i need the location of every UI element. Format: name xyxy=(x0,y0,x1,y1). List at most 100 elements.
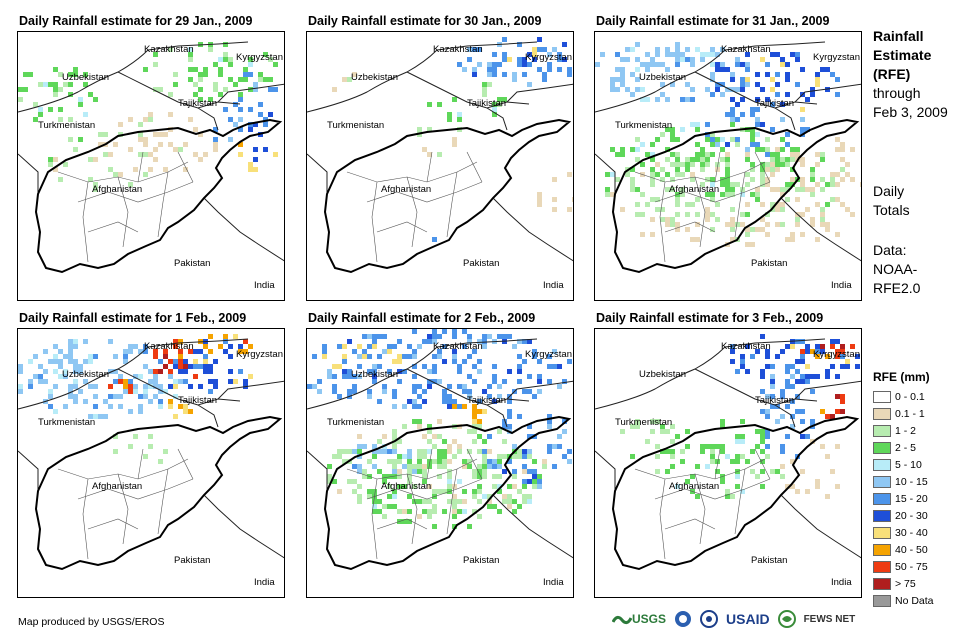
rainfall-cell xyxy=(377,439,382,444)
rainfall-cell xyxy=(815,202,820,207)
rainfall-cell xyxy=(740,364,745,369)
rainfall-cell xyxy=(820,67,825,72)
rainfall-cell xyxy=(352,389,357,394)
rainfall-cell xyxy=(422,509,427,514)
rainfall-cell xyxy=(705,152,710,157)
rainfall-cell xyxy=(407,494,412,499)
province-boundary xyxy=(426,151,433,183)
rainfall-cell xyxy=(755,192,760,197)
rainfall-cell xyxy=(780,162,785,167)
legend-label: 5 - 10 xyxy=(895,458,922,471)
rainfall-cell xyxy=(447,384,452,389)
rainfall-cell xyxy=(502,52,507,57)
rainfall-cell xyxy=(372,369,377,374)
rainfall-cell xyxy=(715,162,720,167)
rainfall-cell xyxy=(845,172,850,177)
rainfall-cell xyxy=(547,449,552,454)
rainfall-cell xyxy=(158,389,163,394)
rainfall-cell xyxy=(725,87,730,92)
rainfall-cell xyxy=(630,147,635,152)
province-boundary xyxy=(446,468,458,535)
rainfall-cell xyxy=(710,444,715,449)
rainfall-cell xyxy=(432,524,437,529)
rainfall-cell xyxy=(655,197,660,202)
rainfall-cell xyxy=(208,389,213,394)
rainfall-cell xyxy=(680,449,685,454)
rainfall-cell xyxy=(745,369,750,374)
rainfall-cell xyxy=(567,459,572,464)
rainfall-cell xyxy=(123,354,128,359)
rainfall-cell xyxy=(830,172,835,177)
rainfall-cell xyxy=(760,334,765,339)
rainfall-cell xyxy=(507,499,512,504)
rainfall-cell xyxy=(193,82,198,87)
legend-title: RFE (mm) xyxy=(873,370,930,384)
rainfall-cell xyxy=(397,359,402,364)
rainfall-cell xyxy=(377,364,382,369)
rainfall-cell xyxy=(392,389,397,394)
rainfall-cell xyxy=(482,464,487,469)
rainfall-cell xyxy=(238,92,243,97)
rainfall-cell xyxy=(685,429,690,434)
country-border xyxy=(307,153,328,194)
rainfall-cell xyxy=(820,444,825,449)
rainfall-cell xyxy=(477,369,482,374)
rainfall-cell xyxy=(735,57,740,62)
rainfall-cell xyxy=(820,344,825,349)
rainfall-cell xyxy=(178,369,183,374)
rainfall-cell xyxy=(700,57,705,62)
rainfall-cell xyxy=(720,419,725,424)
rainfall-cell xyxy=(143,172,148,177)
rainfall-cell xyxy=(322,354,327,359)
rainfall-cell xyxy=(765,72,770,77)
rainfall-cell xyxy=(28,379,33,384)
province-boundary xyxy=(117,473,129,545)
rainfall-cell xyxy=(835,394,840,399)
rainfall-cell xyxy=(307,384,312,389)
rainfall-cell xyxy=(472,419,477,424)
rainfall-cell xyxy=(695,212,700,217)
rainfall-cell xyxy=(128,182,133,187)
rainfall-cell xyxy=(760,429,765,434)
rainfall-cell xyxy=(412,384,417,389)
rainfall-cell xyxy=(88,92,93,97)
rainfall-cell xyxy=(655,419,660,424)
country-border xyxy=(794,380,861,400)
rainfall-cell xyxy=(735,62,740,67)
rainfall-cell xyxy=(143,364,148,369)
rainfall-cell xyxy=(552,364,557,369)
rainfall-cell xyxy=(178,359,183,364)
rainfall-cell xyxy=(675,484,680,489)
rainfall-cell xyxy=(113,434,118,439)
province-boundary xyxy=(654,478,771,500)
rainfall-cell xyxy=(327,464,332,469)
rainfall-cell xyxy=(487,459,492,464)
rainfall-cell xyxy=(497,509,502,514)
rainfall-cell xyxy=(208,97,213,102)
rainfall-cell xyxy=(562,57,567,62)
rainfall-cell xyxy=(522,464,527,469)
rainfall-cell xyxy=(208,47,213,52)
rainfall-cell xyxy=(517,42,522,47)
rainfall-cell xyxy=(532,484,537,489)
rainfall-cell xyxy=(685,227,690,232)
rainfall-cell xyxy=(522,389,527,394)
rainfall-cell xyxy=(477,409,482,414)
rainfall-cell xyxy=(502,37,507,42)
place-label-afghanistan: Afghanistan xyxy=(92,184,143,195)
rainfall-cell xyxy=(332,454,337,459)
province-boundary xyxy=(117,176,129,248)
country-border xyxy=(595,153,616,194)
rainfall-cell xyxy=(223,52,228,57)
rainfall-cell xyxy=(640,232,645,237)
rainfall-cell xyxy=(113,394,118,399)
rainfall-cell xyxy=(53,359,58,364)
rainfall-cell xyxy=(148,369,153,374)
country-border xyxy=(307,450,328,491)
data-label: Data: xyxy=(873,242,907,258)
rainfall-cell xyxy=(745,459,750,464)
rainfall-cell xyxy=(780,137,785,142)
rainfall-cell xyxy=(775,202,780,207)
rainfall-cell xyxy=(512,454,517,459)
place-label-afghanistan: Afghanistan xyxy=(92,481,143,492)
